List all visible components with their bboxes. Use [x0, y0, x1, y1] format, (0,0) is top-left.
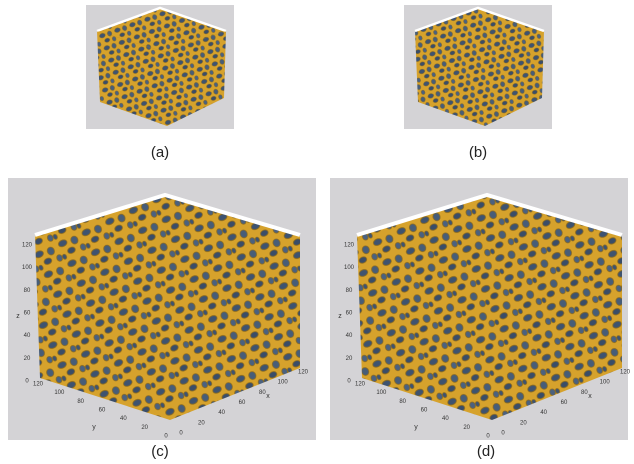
x-axis-label: x — [588, 393, 592, 400]
y-tick-label: 80 — [77, 399, 84, 405]
z-tick-label: 80 — [346, 288, 353, 294]
z-tick-label: 120 — [344, 243, 355, 249]
x-tick-label: 60 — [561, 400, 568, 406]
x-tick-label: 120 — [620, 370, 631, 376]
x-tick-label: 100 — [278, 380, 289, 386]
z-tick-label: 20 — [346, 356, 353, 362]
x-tick-label: 20 — [198, 420, 205, 426]
y-tick-label: 100 — [54, 390, 65, 396]
z-tick-label: 120 — [22, 243, 33, 249]
x-tick-label: 80 — [259, 390, 266, 396]
y-tick-label: 20 — [141, 425, 148, 431]
z-axis-label: z — [338, 313, 342, 320]
figure: (a)(b)(c)0204060801001201201008060402000… — [0, 0, 634, 464]
panel-d-image — [330, 178, 628, 440]
panel-c-image — [8, 178, 316, 440]
y-tick-label: 60 — [421, 408, 428, 414]
y-tick-label: 120 — [33, 382, 44, 388]
x-tick-label: 100 — [600, 380, 611, 386]
y-tick-label: 20 — [463, 425, 470, 431]
x-tick-label: 120 — [298, 370, 309, 376]
x-tick-label: 40 — [540, 410, 547, 416]
x-axis-label: x — [266, 393, 270, 400]
panel-label: (b) — [469, 144, 487, 161]
panel-label: (c) — [151, 443, 169, 460]
y-tick-label: 100 — [376, 390, 387, 396]
z-tick-label: 80 — [24, 288, 31, 294]
y-tick-label: 120 — [355, 382, 366, 388]
panel-a-image — [86, 5, 234, 129]
z-tick-label: 100 — [344, 265, 355, 271]
y-tick-label: 60 — [99, 408, 106, 414]
y-tick-label: 40 — [442, 416, 449, 422]
z-tick-label: 40 — [24, 333, 31, 339]
z-tick-label: 40 — [346, 333, 353, 339]
panel-label: (d) — [477, 443, 495, 460]
z-tick-label: 60 — [24, 311, 31, 317]
panel-b-image — [404, 5, 552, 129]
x-tick-label: 60 — [239, 400, 246, 406]
y-axis-label: y — [92, 424, 96, 431]
y-tick-label: 80 — [399, 399, 406, 405]
y-axis-label: y — [414, 424, 418, 431]
x-tick-label: 20 — [520, 420, 527, 426]
z-tick-label: 20 — [24, 356, 31, 362]
z-tick-label: 100 — [22, 265, 33, 271]
z-tick-label: 60 — [346, 311, 353, 317]
x-tick-label: 80 — [581, 390, 588, 396]
z-axis-label: z — [16, 313, 20, 320]
y-tick-label: 40 — [120, 416, 127, 422]
x-tick-label: 40 — [218, 410, 225, 416]
panel-label: (a) — [151, 144, 169, 161]
